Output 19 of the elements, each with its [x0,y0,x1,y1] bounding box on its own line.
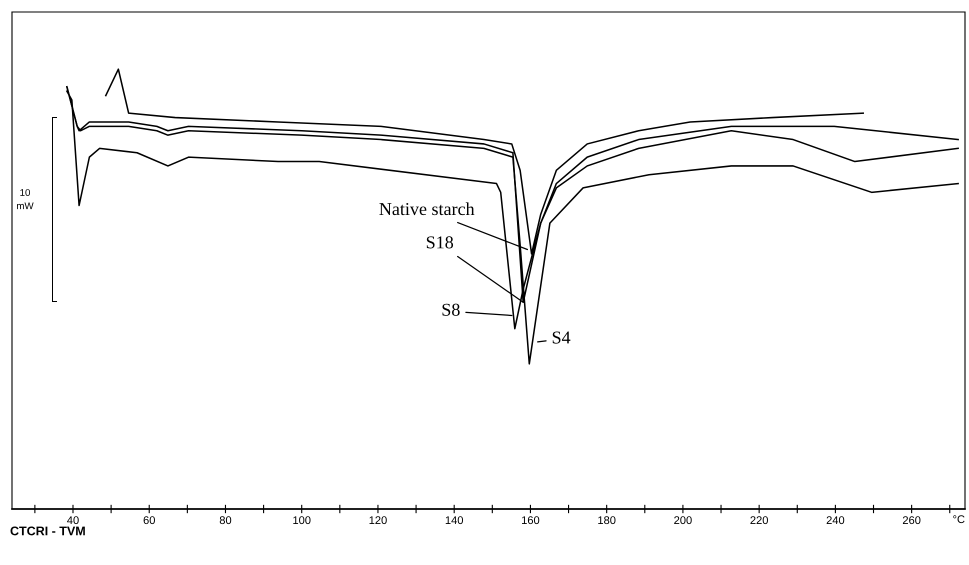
x-tick-label: 60 [144,516,155,524]
annotation: S18 [426,236,454,248]
x-tick-label: 260 [902,516,920,524]
x-tick-label: 220 [750,516,768,524]
annotation: 10 mW [17,189,34,210]
x-tick-label: 80 [220,516,232,524]
text: CTCRI - TVM [10,526,85,536]
x-tick-label: 180 [598,516,616,524]
annotation: S4 [552,331,570,344]
x-tick-label: 160 [522,516,540,524]
annotation: Native starch [379,202,474,216]
x-tick-label: 40 [67,516,79,524]
annotation: S8 [442,304,460,316]
x-axis-title: °C [953,515,965,524]
x-tick-label: 240 [826,516,844,524]
x-tick-label: 120 [370,516,387,524]
x-tick-label: 140 [446,516,464,524]
x-tick-label: 100 [293,516,311,524]
x-tick-label: 200 [674,516,692,524]
